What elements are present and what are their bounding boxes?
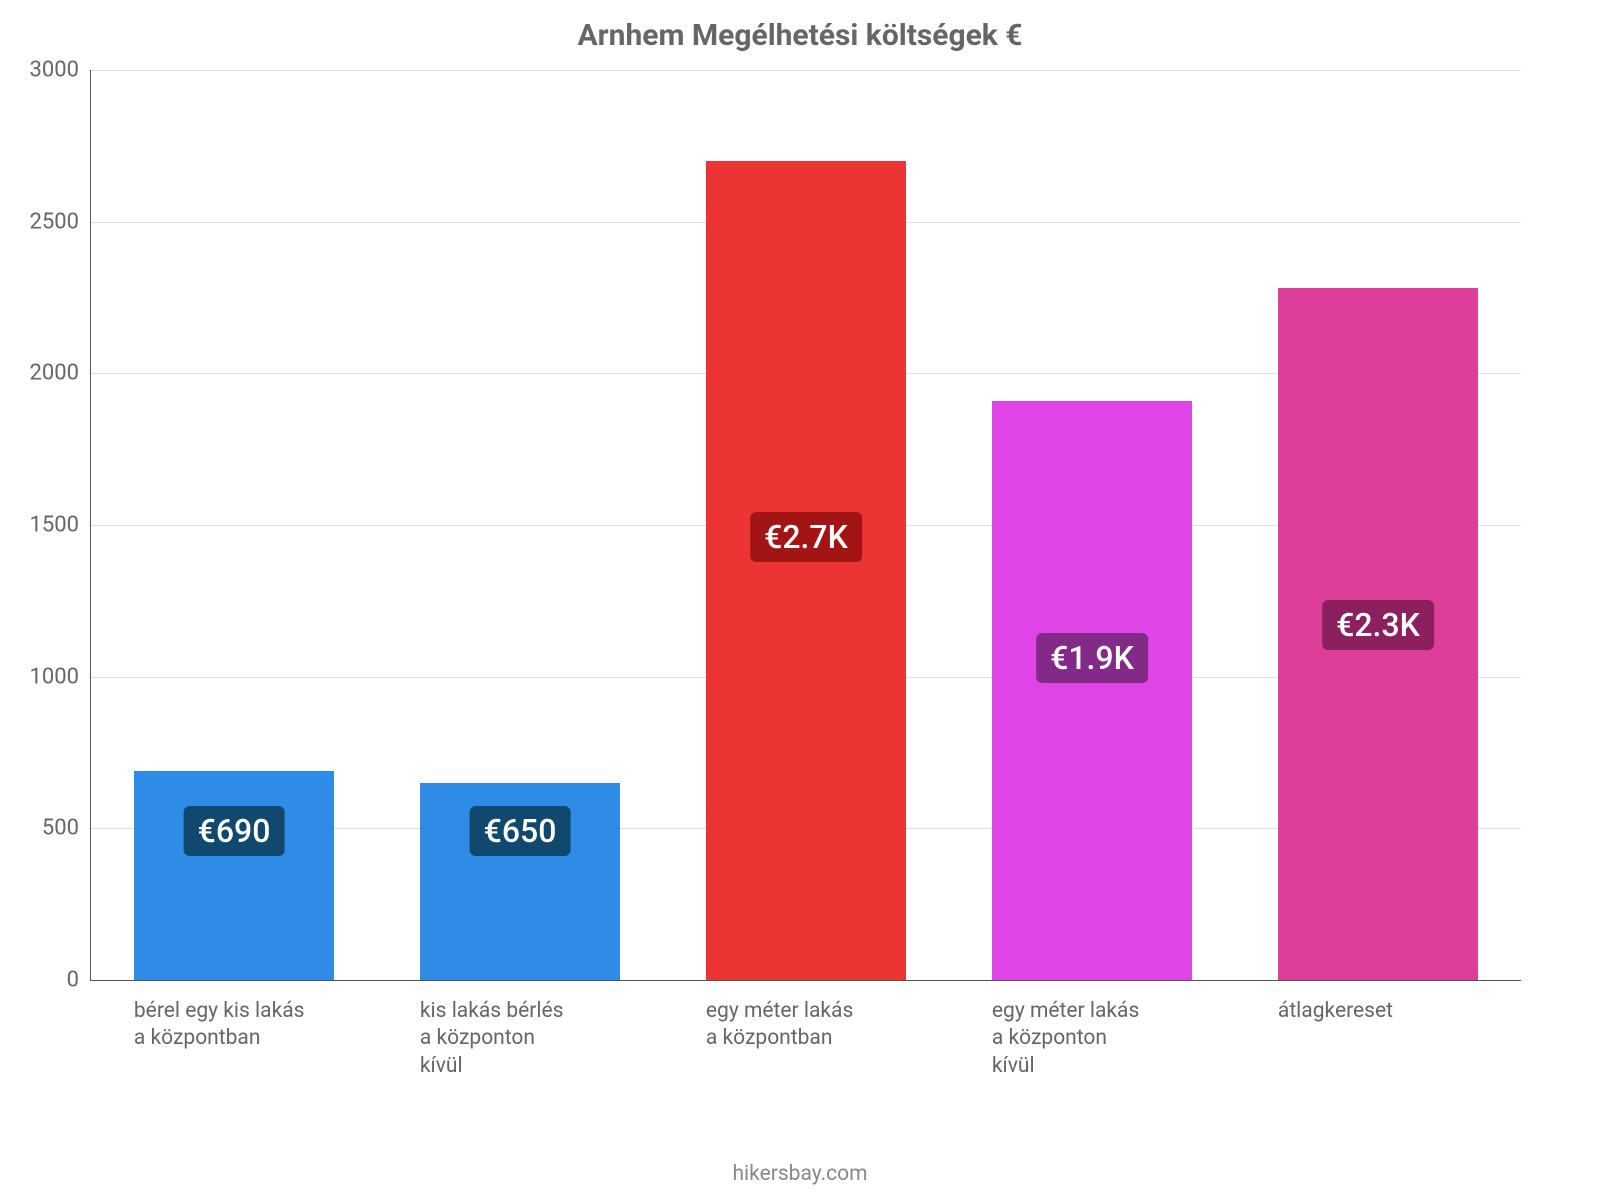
value-badge: €690 (184, 806, 285, 856)
y-tick-label: 0 (67, 968, 91, 993)
chart-footer: hikersbay.com (0, 1162, 1600, 1186)
x-tick-label: bérel egy kis lakás a központban (134, 998, 305, 1053)
value-badge: €1.9K (1036, 633, 1148, 683)
y-tick-label: 500 (42, 816, 91, 841)
x-tick-label: egy méter lakás a központon kívül (992, 998, 1139, 1080)
x-tick-label: átlagkereset (1278, 998, 1393, 1025)
chart-container: Arnhem Megélhetési költségek € 050010001… (0, 0, 1600, 1200)
x-tick-label: egy méter lakás a központban (706, 998, 853, 1053)
y-tick-label: 1000 (30, 664, 91, 689)
y-tick-label: 1500 (30, 513, 91, 538)
bar (992, 401, 1192, 980)
y-tick-label: 3000 (30, 58, 91, 83)
bar (706, 161, 906, 980)
chart-title: Arnhem Megélhetési költségek € (0, 18, 1600, 53)
y-tick-label: 2500 (30, 209, 91, 234)
y-tick-label: 2000 (30, 361, 91, 386)
value-badge: €650 (470, 806, 571, 856)
plot-area: 050010001500200025003000€690bérel egy ki… (90, 70, 1521, 981)
value-badge: €2.7K (750, 512, 862, 562)
gridline (91, 70, 1521, 71)
value-badge: €2.3K (1322, 600, 1434, 650)
bar (134, 771, 334, 980)
x-tick-label: kis lakás bérlés a központon kívül (420, 998, 564, 1080)
